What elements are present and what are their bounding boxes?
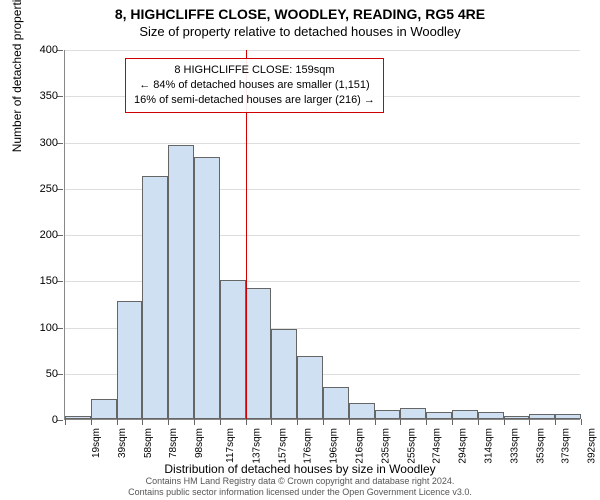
annotation-line: 8 HIGHCLIFFE CLOSE: 159sqm: [134, 63, 375, 78]
x-tick-label: 78sqm: [168, 428, 179, 458]
x-tick-label: 294sqm: [458, 428, 469, 464]
x-tick-label: 137sqm: [251, 428, 262, 464]
histogram-bar: [452, 410, 478, 419]
x-tick-label: 176sqm: [303, 428, 314, 464]
y-tick-label: 150: [28, 275, 58, 287]
y-tick-label: 0: [28, 414, 58, 426]
histogram-bar: [194, 157, 220, 419]
histogram-bar: [478, 412, 504, 419]
y-tick-label: 400: [28, 44, 58, 56]
x-tick: [142, 419, 143, 425]
histogram-bar: [220, 280, 246, 419]
x-tick-label: 392sqm: [587, 428, 598, 464]
histogram-bar: [529, 414, 555, 419]
y-tick-label: 200: [28, 229, 58, 241]
x-tick-label: 373sqm: [561, 428, 572, 464]
x-tick: [426, 419, 427, 425]
x-tick: [246, 419, 247, 425]
histogram-bar: [504, 416, 530, 419]
x-tick-label: 157sqm: [277, 428, 288, 464]
y-tick-label: 50: [28, 368, 58, 380]
annotation-line: ← 84% of detached houses are smaller (1,…: [134, 78, 375, 93]
histogram-bar: [246, 288, 272, 419]
histogram-bar: [323, 387, 349, 419]
y-tick-label: 350: [28, 90, 58, 102]
x-tick-label: 353sqm: [535, 428, 546, 464]
annotation-box: 8 HIGHCLIFFE CLOSE: 159sqm← 84% of detac…: [125, 58, 384, 113]
y-tick-label: 100: [28, 322, 58, 334]
y-axis-label: Number of detached properties: [10, 0, 24, 152]
histogram-bar: [297, 356, 323, 419]
x-tick-label: 19sqm: [91, 428, 102, 458]
x-tick: [194, 419, 195, 425]
x-tick: [65, 419, 66, 425]
x-tick: [581, 419, 582, 425]
x-tick-label: 39sqm: [117, 428, 128, 458]
y-tick-label: 250: [28, 183, 58, 195]
x-tick: [504, 419, 505, 425]
histogram-bar: [426, 412, 452, 419]
x-tick-label: 235sqm: [380, 428, 391, 464]
x-tick-label: 216sqm: [355, 428, 366, 464]
y-tick-label: 300: [28, 137, 58, 149]
footer-line-1: Contains HM Land Registry data © Crown c…: [0, 476, 600, 487]
x-tick: [400, 419, 401, 425]
x-tick-label: 196sqm: [329, 428, 340, 464]
x-tick: [271, 419, 272, 425]
x-tick-label: 117sqm: [225, 428, 236, 463]
histogram-bar: [271, 329, 297, 419]
histogram-bar: [142, 176, 168, 419]
histogram-bar: [400, 408, 426, 419]
histogram-bar: [349, 403, 375, 419]
histogram-bar: [91, 399, 117, 419]
x-axis-label: Distribution of detached houses by size …: [0, 462, 600, 476]
gridline: [65, 143, 580, 144]
x-tick: [117, 419, 118, 425]
x-tick: [168, 419, 169, 425]
x-tick: [297, 419, 298, 425]
x-tick-label: 255sqm: [406, 428, 417, 464]
x-tick-label: 333sqm: [509, 428, 520, 464]
footer-attribution: Contains HM Land Registry data © Crown c…: [0, 476, 600, 498]
histogram-bar: [65, 416, 91, 419]
x-tick: [349, 419, 350, 425]
annotation-line: 16% of semi-detached houses are larger (…: [134, 93, 375, 108]
page-subtitle: Size of property relative to detached ho…: [0, 22, 600, 39]
histogram-bar: [555, 414, 581, 419]
x-tick: [220, 419, 221, 425]
x-tick-label: 314sqm: [484, 428, 495, 464]
histogram-bar: [117, 301, 143, 419]
x-tick: [478, 419, 479, 425]
x-tick-label: 274sqm: [432, 428, 443, 464]
x-tick: [375, 419, 376, 425]
x-tick: [529, 419, 530, 425]
x-tick: [91, 419, 92, 425]
histogram-chart: 8 HIGHCLIFFE CLOSE: 159sqm← 84% of detac…: [64, 50, 580, 420]
x-tick: [555, 419, 556, 425]
x-tick: [323, 419, 324, 425]
footer-line-2: Contains public sector information licen…: [0, 487, 600, 498]
x-tick-label: 58sqm: [143, 428, 154, 458]
histogram-bar: [375, 410, 401, 419]
page-title: 8, HIGHCLIFFE CLOSE, WOODLEY, READING, R…: [0, 0, 600, 22]
gridline: [65, 50, 580, 51]
histogram-bar: [168, 145, 194, 419]
x-tick-label: 98sqm: [194, 428, 205, 458]
x-tick: [452, 419, 453, 425]
